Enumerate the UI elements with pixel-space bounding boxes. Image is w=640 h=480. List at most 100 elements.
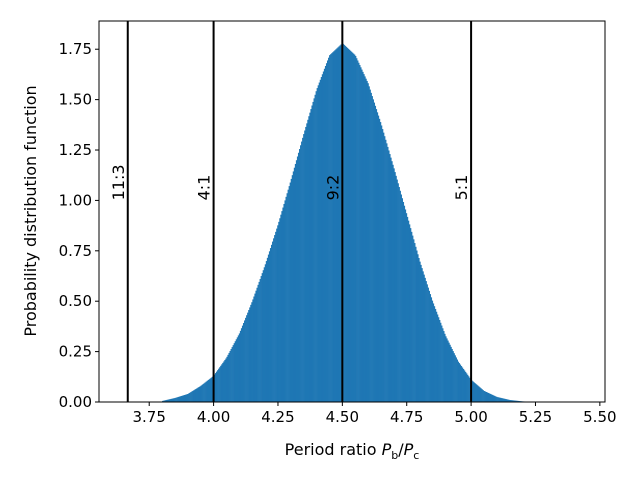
resonance-label: 9:2: [323, 175, 342, 201]
histogram-bar: [277, 225, 279, 402]
histogram-bar: [510, 400, 512, 402]
histogram-bar: [269, 248, 272, 402]
histogram-bar: [377, 115, 380, 403]
histogram-bar: [235, 339, 238, 402]
y-tick-label: 1.00: [59, 191, 92, 209]
histogram-bar: [165, 400, 167, 402]
histogram-bar: [391, 161, 393, 402]
histogram-bar: [429, 294, 432, 402]
histogram-bar: [305, 126, 307, 402]
histogram-bar: [335, 49, 337, 403]
histogram-bar: [200, 385, 202, 402]
histogram-bar: [416, 250, 418, 402]
histogram-bar: [173, 398, 175, 402]
histogram-bar: [312, 101, 314, 402]
histogram-bar: [196, 388, 198, 402]
histogram-bars: [162, 43, 536, 403]
histogram-bar: [495, 396, 497, 402]
histogram-bar: [432, 303, 435, 402]
histogram-bar: [205, 381, 207, 402]
histogram-bar: [259, 278, 261, 402]
histogram-bar: [245, 317, 247, 402]
histogram-bar: [472, 381, 474, 402]
histogram-bar: [220, 365, 222, 402]
histogram-bar: [241, 325, 244, 402]
histogram-bar: [460, 366, 463, 402]
x-tick-label: 4.25: [261, 408, 294, 426]
histogram-bar: [462, 368, 465, 402]
histogram-bar: [405, 213, 408, 402]
histogram-bar: [363, 74, 365, 403]
histogram-bar: [300, 145, 302, 402]
histogram-bar: [447, 340, 449, 402]
histogram-bar: [417, 254, 419, 402]
histogram-bar: [289, 182, 291, 402]
histogram-bar: [166, 399, 168, 402]
histogram-bar: [433, 306, 436, 402]
histogram-bar: [436, 314, 439, 402]
histogram-bar: [293, 167, 296, 402]
resonance-label: 11:3: [109, 164, 128, 200]
histogram-bar: [368, 86, 370, 402]
histogram-bar: [364, 76, 366, 402]
histogram-bar: [323, 68, 326, 402]
histogram-bar: [395, 175, 397, 402]
histogram-bar: [369, 89, 371, 403]
histogram-bar: [367, 83, 369, 402]
histogram-bar: [379, 122, 382, 402]
histogram-bar: [415, 246, 417, 402]
histogram-bar: [210, 377, 213, 402]
histogram-bar: [383, 132, 385, 402]
histogram-bar: [469, 377, 471, 402]
histogram-bar: [221, 364, 223, 402]
histogram-bar: [435, 311, 438, 402]
histogram-bar: [234, 341, 237, 402]
histogram-bar: [275, 231, 277, 402]
histogram-bar: [328, 57, 330, 402]
histogram-bar: [195, 388, 197, 402]
histogram-bar: [360, 67, 362, 403]
histogram-bar: [264, 264, 267, 402]
histogram-bar: [388, 150, 390, 402]
histogram-bar: [356, 58, 358, 402]
histogram-bar: [258, 281, 260, 402]
histogram-bar: [180, 395, 183, 402]
histogram-bar: [392, 164, 394, 402]
histogram-bar: [294, 163, 297, 402]
histogram-bar: [284, 200, 286, 402]
histogram-bar: [428, 290, 430, 402]
histogram-bar: [198, 387, 200, 402]
histogram-bar: [424, 277, 426, 402]
histogram-bar: [515, 400, 518, 402]
histogram-bar: [346, 47, 349, 403]
histogram-bar: [218, 368, 220, 402]
histogram-bar: [358, 62, 360, 403]
histogram-bar: [274, 235, 276, 402]
y-tick-label: 0.75: [59, 242, 92, 260]
histogram-bar: [307, 119, 309, 402]
histogram-bar: [507, 399, 509, 402]
histogram-bar: [331, 53, 333, 402]
histogram-bar: [189, 392, 191, 402]
histogram-bar: [501, 398, 503, 402]
x-axis-label: Period ratio Pb/Pc: [285, 440, 420, 462]
histogram-bar: [437, 317, 440, 402]
histogram-bar: [256, 287, 258, 402]
y-tick-label: 0.25: [59, 343, 92, 361]
histogram-bar: [163, 400, 165, 402]
histogram-bar: [498, 397, 500, 402]
histogram-bar: [287, 189, 289, 402]
histogram-bar: [204, 382, 206, 402]
y-axis-ticks: 0.00 0.25 0.50 0.75 1.00 1.25 1.50 1.75: [59, 40, 99, 411]
histogram-bar: [266, 257, 269, 402]
histogram-bar: [421, 268, 423, 402]
histogram-bar: [219, 367, 221, 402]
histogram-bar: [451, 348, 453, 402]
y-tick-label: 1.75: [59, 40, 92, 58]
histogram-bar: [427, 287, 429, 402]
histogram-bar: [355, 55, 357, 403]
histogram-bar: [233, 343, 235, 402]
histogram-bar: [207, 379, 210, 402]
histogram-bar: [347, 48, 350, 403]
histogram-bar: [393, 168, 395, 402]
